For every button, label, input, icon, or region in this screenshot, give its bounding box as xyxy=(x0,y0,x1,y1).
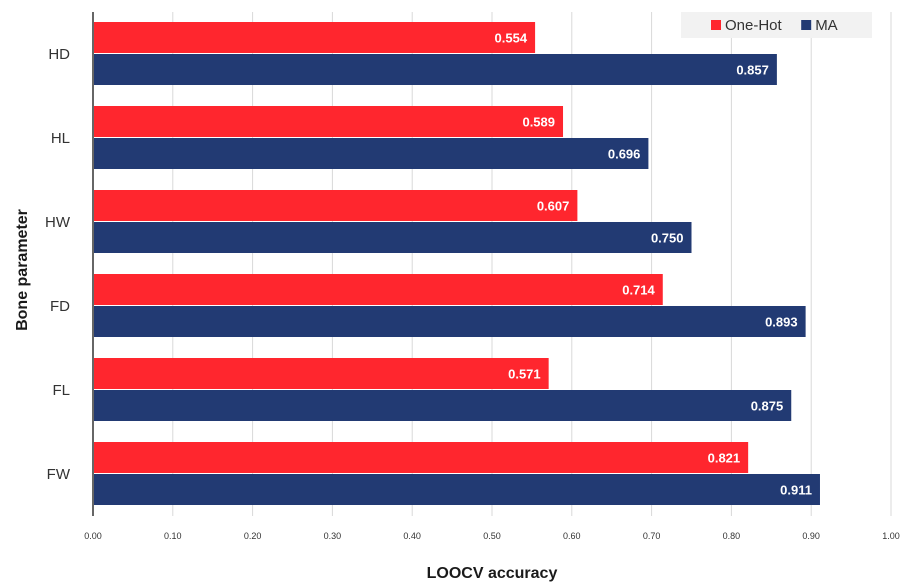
bar-ma-hd xyxy=(94,54,777,85)
bar-one-hot-hl xyxy=(94,106,564,137)
data-label: 0.893 xyxy=(765,315,798,330)
data-label: 0.821 xyxy=(708,451,741,466)
bar-ma-hw xyxy=(94,222,692,253)
bar-one-hot-fw xyxy=(94,442,749,473)
x-tick-label: 0.20 xyxy=(244,531,262,541)
bar-layer xyxy=(94,22,820,505)
x-axis-title: LOOCV accuracy xyxy=(427,565,558,582)
legend: One-Hot MA xyxy=(681,12,872,38)
axis-layer: 0.00 0.10 0.20 0.30 0.40 0.50 0.60 0.70 0.80 0.90… xyxy=(45,12,900,541)
data-label: 0.571 xyxy=(508,367,541,382)
y-category-label: FW xyxy=(47,466,71,483)
y-category-label: FL xyxy=(52,382,70,399)
bar-one-hot-hd xyxy=(94,22,536,53)
legend-label: MA xyxy=(815,17,838,34)
x-tick-label: 0.00 xyxy=(84,531,102,541)
data-label: 0.696 xyxy=(608,147,641,162)
y-category-label: FD xyxy=(50,298,70,315)
bar-one-hot-fl xyxy=(94,358,549,389)
data-label: 0.554 xyxy=(495,31,528,46)
bar-ma-hl xyxy=(94,138,649,169)
data-label: 0.714 xyxy=(622,283,655,298)
y-category-label: HW xyxy=(45,214,71,231)
x-tick-label: 0.70 xyxy=(643,531,661,541)
y-axis-title: Bone parameter xyxy=(14,209,31,331)
data-label: 0.589 xyxy=(522,115,555,130)
y-category-label: HL xyxy=(51,130,70,147)
bar-ma-fw xyxy=(94,474,820,505)
x-tick-label: 0.50 xyxy=(483,531,501,541)
data-label: 0.857 xyxy=(736,63,769,78)
x-tick-label: 0.40 xyxy=(403,531,421,541)
x-tick-label: 0.10 xyxy=(164,531,182,541)
bar-one-hot-hw xyxy=(94,190,578,221)
x-tick-label: 0.30 xyxy=(324,531,342,541)
bar-ma-fl xyxy=(94,390,792,421)
y-category-label: HD xyxy=(48,46,70,63)
legend-swatch xyxy=(801,20,812,30)
bar-one-hot-fd xyxy=(94,274,663,305)
x-tick-label: 0.80 xyxy=(723,531,741,541)
data-label: 0.607 xyxy=(537,199,570,214)
x-tick-label: 1.00 xyxy=(882,531,900,541)
x-tick-label: 0.90 xyxy=(802,531,820,541)
data-label: 0.875 xyxy=(751,399,784,414)
legend-label: One-Hot xyxy=(725,17,783,34)
bar-ma-fd xyxy=(94,306,806,337)
data-label: 0.911 xyxy=(780,483,812,498)
legend-swatch xyxy=(711,20,721,30)
data-label: 0.750 xyxy=(651,231,684,246)
x-tick-label: 0.60 xyxy=(563,531,581,541)
label-layer: 0.554 0.857 0.589 0.696 0.607 0.750 0.714 0.893… xyxy=(495,31,812,498)
grid-layer xyxy=(172,12,892,516)
